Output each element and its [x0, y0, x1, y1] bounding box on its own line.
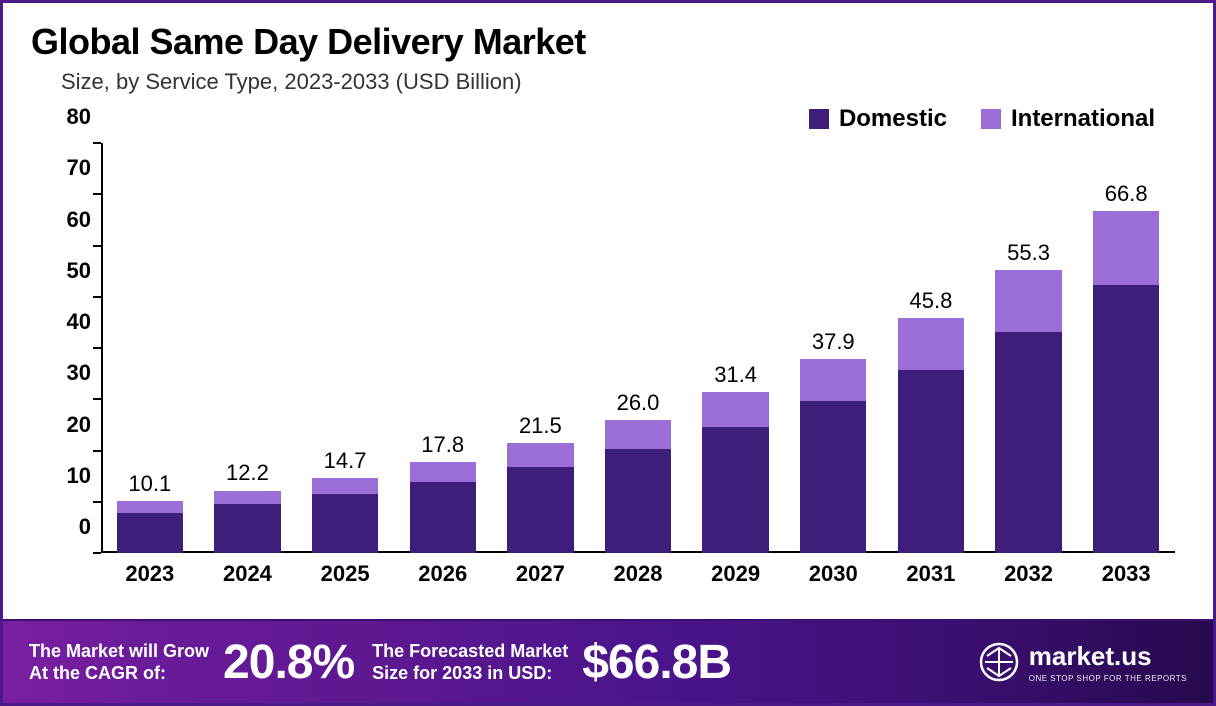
logo-text: market.us	[1029, 641, 1152, 672]
bar-group: 14.72025	[312, 478, 378, 553]
bar-segment-international	[898, 318, 964, 369]
bar-segment-international	[605, 420, 671, 449]
forecast-value: $66.8B	[582, 635, 731, 690]
x-tick-label: 2025	[312, 561, 378, 587]
y-tick-mark	[93, 450, 101, 452]
logo-area: market.us ONE STOP SHOP FOR THE REPORTS	[979, 641, 1187, 683]
x-tick-label: 2032	[995, 561, 1061, 587]
y-tick-mark	[93, 398, 101, 400]
x-tick-label: 2028	[605, 561, 671, 587]
bar-total-label: 21.5	[507, 413, 573, 439]
bar-segment-domestic	[507, 467, 573, 553]
bar-segment-international	[800, 359, 866, 402]
forecast-label: The Forecasted MarketSize for 2033 in US…	[372, 640, 568, 685]
bar-segment-domestic	[800, 401, 866, 553]
bar-group: 45.82031	[898, 318, 964, 553]
legend-label: Domestic	[839, 105, 947, 133]
bar-total-label: 10.1	[117, 471, 183, 497]
y-tick-mark	[93, 245, 101, 247]
bar-segment-international	[312, 478, 378, 494]
chart-frame: Global Same Day Delivery Market Size, by…	[0, 0, 1216, 706]
y-tick-label: 0	[51, 514, 91, 540]
plot-area: 10.12023 12.22024 14.72025 17.82026 21.52027…	[101, 143, 1175, 553]
header: Global Same Day Delivery Market Size, by…	[3, 3, 1213, 95]
bar-total-label: 17.8	[410, 432, 476, 458]
chart-title: Global Same Day Delivery Market	[31, 21, 1213, 63]
x-tick-label: 2026	[410, 561, 476, 587]
bar-group: 26.02028	[605, 420, 671, 553]
bar-segment-domestic	[702, 427, 768, 553]
bar-group: 12.22024	[214, 490, 280, 553]
logo-text-stack: market.us ONE STOP SHOP FOR THE REPORTS	[1029, 641, 1187, 683]
bars-container: 10.12023 12.22024 14.72025 17.82026 21.52027…	[101, 143, 1175, 553]
x-tick-label: 2023	[117, 561, 183, 587]
y-tick-mark	[93, 296, 101, 298]
bar-group: 55.32032	[995, 270, 1061, 553]
y-tick-label: 80	[51, 104, 91, 130]
bar-total-label: 55.3	[995, 240, 1061, 266]
logo-icon	[979, 642, 1019, 682]
bar-total-label: 37.9	[800, 329, 866, 355]
bar-segment-international	[214, 491, 280, 505]
cagr-value: 20.8%	[223, 635, 354, 690]
y-tick-label: 50	[51, 258, 91, 284]
y-tick-label: 30	[51, 360, 91, 386]
bar-segment-domestic	[1093, 285, 1159, 553]
bar-segment-international	[117, 501, 183, 512]
forecast-block: The Forecasted MarketSize for 2033 in US…	[372, 635, 731, 690]
y-tick-mark	[93, 142, 101, 144]
x-tick-label: 2024	[214, 561, 280, 587]
bar-group: 37.92030	[800, 359, 866, 553]
x-tick-label: 2031	[898, 561, 964, 587]
x-tick-label: 2027	[507, 561, 573, 587]
y-tick-label: 20	[51, 412, 91, 438]
y-tick-label: 40	[51, 309, 91, 335]
bar-segment-international	[1093, 211, 1159, 286]
bar-segment-international	[702, 392, 768, 427]
bar-total-label: 66.8	[1093, 181, 1159, 207]
y-tick-mark	[93, 501, 101, 503]
x-tick-label: 2029	[702, 561, 768, 587]
logo-subtext: ONE STOP SHOP FOR THE REPORTS	[1029, 674, 1187, 683]
bar-total-label: 26.0	[605, 390, 671, 416]
cagr-block: The Market will GrowAt the CAGR of: 20.8…	[29, 635, 354, 690]
swatch-domestic	[809, 109, 829, 129]
bar-segment-domestic	[605, 449, 671, 553]
bar-group: 17.82026	[410, 462, 476, 553]
bar-segment-international	[507, 443, 573, 467]
chart-area: Domestic International 10.1202312.220241…	[31, 113, 1185, 593]
bar-segment-domestic	[214, 504, 280, 553]
bar-segment-domestic	[410, 482, 476, 553]
legend-item-domestic: Domestic	[809, 105, 947, 133]
bar-total-label: 45.8	[898, 288, 964, 314]
y-tick-mark	[93, 552, 101, 554]
bar-segment-domestic	[995, 332, 1061, 553]
bar-total-label: 14.7	[312, 448, 378, 474]
footer-banner: The Market will GrowAt the CAGR of: 20.8…	[3, 619, 1213, 703]
legend-label: International	[1011, 105, 1155, 133]
bar-segment-domestic	[117, 513, 183, 553]
bar-group: 10.12023	[117, 501, 183, 553]
cagr-label: The Market will GrowAt the CAGR of:	[29, 640, 209, 685]
chart-subtitle: Size, by Service Type, 2023-2033 (USD Bi…	[61, 69, 1213, 95]
bar-total-label: 31.4	[702, 362, 768, 388]
legend-item-international: International	[981, 105, 1155, 133]
bar-total-label: 12.2	[214, 460, 280, 486]
legend: Domestic International	[809, 105, 1155, 133]
bar-group: 21.52027	[507, 443, 573, 553]
x-tick-label: 2030	[800, 561, 866, 587]
swatch-international	[981, 109, 1001, 129]
bar-group: 31.42029	[702, 392, 768, 553]
y-tick-mark	[93, 347, 101, 349]
bar-group: 66.82033	[1093, 211, 1159, 553]
bar-segment-domestic	[898, 370, 964, 553]
bar-segment-domestic	[312, 494, 378, 553]
y-tick-label: 60	[51, 207, 91, 233]
bar-segment-international	[995, 270, 1061, 332]
x-tick-label: 2033	[1093, 561, 1159, 587]
y-tick-label: 10	[51, 463, 91, 489]
bar-segment-international	[410, 462, 476, 482]
y-tick-mark	[93, 193, 101, 195]
y-tick-label: 70	[51, 155, 91, 181]
